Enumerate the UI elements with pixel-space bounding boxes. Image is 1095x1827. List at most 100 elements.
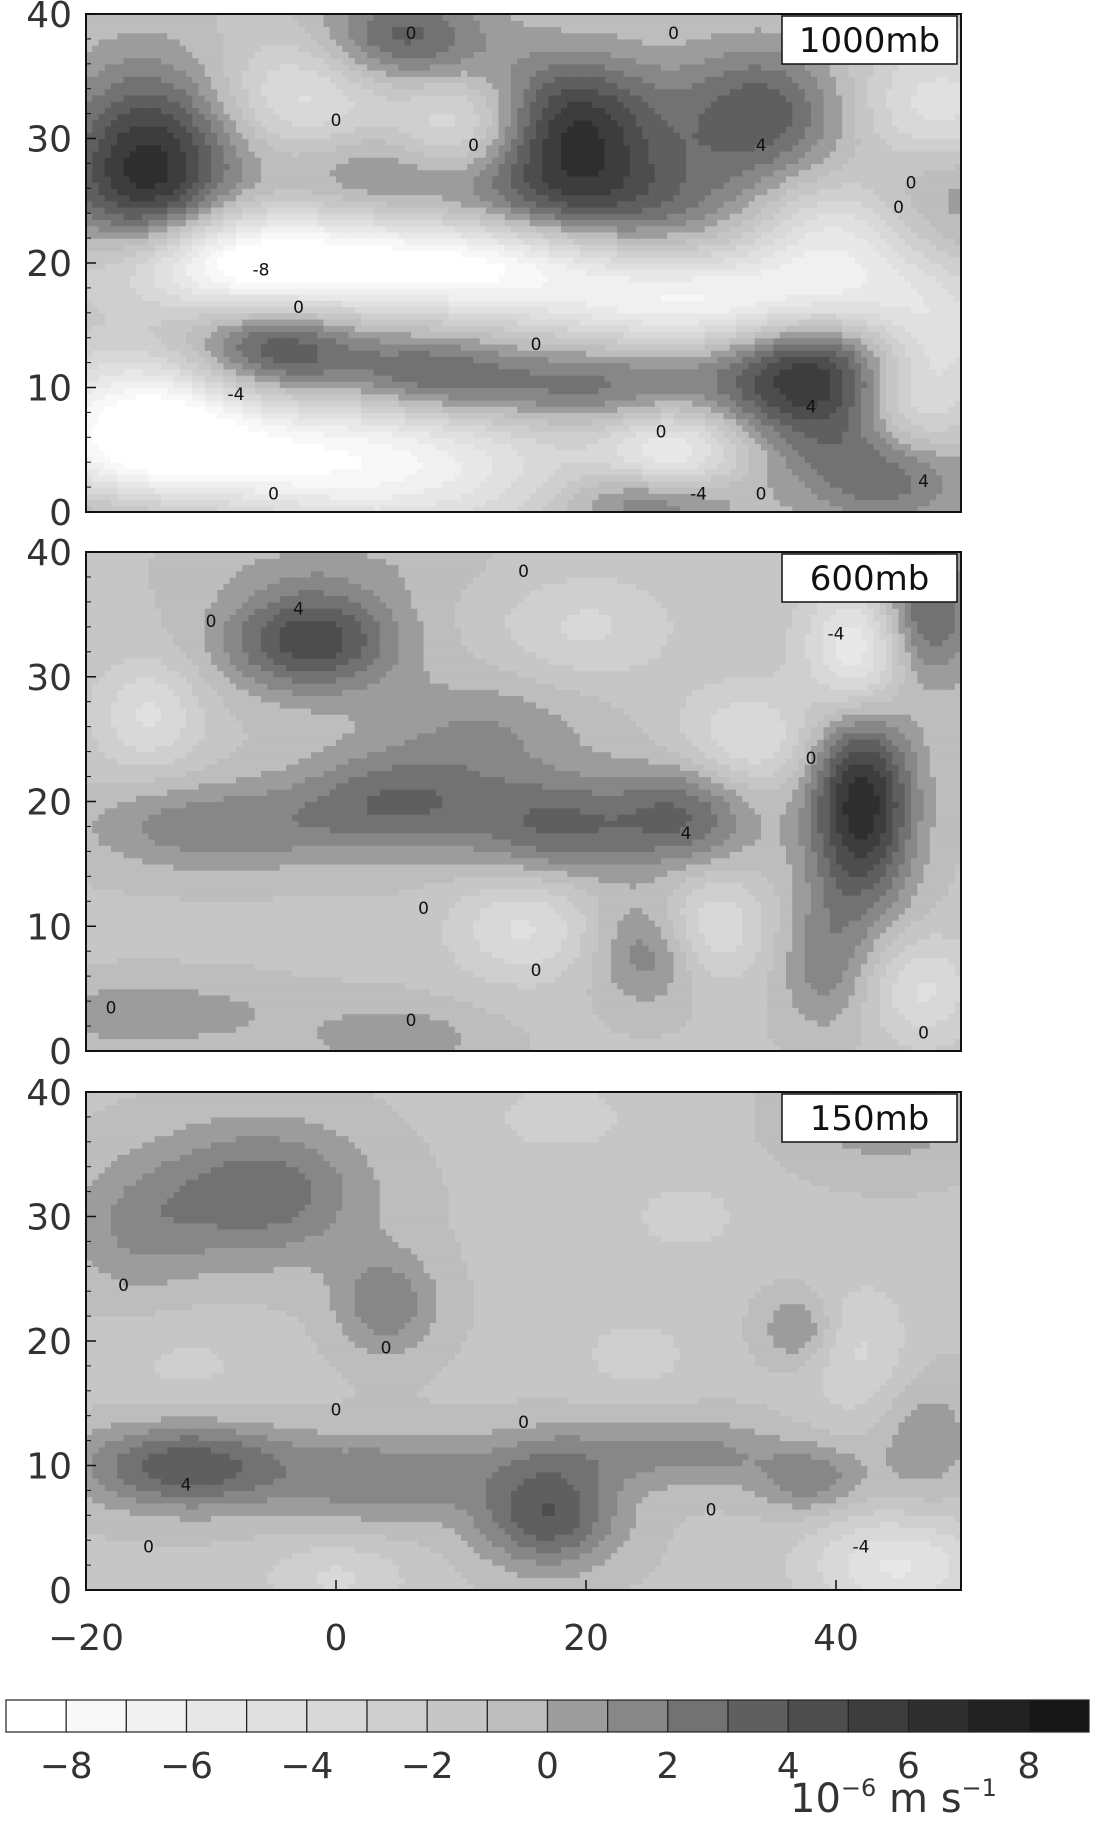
shading [86,14,961,512]
colorbar-swatch [486,1699,549,1733]
colorbar-swatch [607,1699,669,1733]
x-tick-label: 20 [563,1618,609,1659]
colorbar-swatch [546,1699,609,1733]
contour-label: -4 [228,385,245,405]
contour-label: 0 [518,1413,529,1433]
level-label: 600mb [810,559,930,599]
x-tick-label: 40 [813,1618,859,1659]
contour-label: 0 [206,612,217,632]
colorbar-swatch [426,1699,488,1733]
contour-label: 0 [331,1401,342,1421]
colorbar-tick-label: −4 [280,1746,333,1787]
colorbar-swatch [366,1699,428,1733]
x-axis: −20 0 20 40 [48,1580,859,1659]
contour-label: -8 [253,260,270,280]
level-label-box [781,1093,958,1143]
colorbar-swatch [667,1699,729,1733]
contour-label: 0 [893,198,904,218]
colorbar-tick-label: 6 [897,1746,920,1787]
colorbar-swatch [787,1699,849,1733]
colorbar-tick-label: 0 [536,1746,559,1787]
contour-label: 4 [681,824,692,844]
contour-label: 4 [181,1475,192,1495]
contour-label: 0 [293,298,304,318]
units-exponent: −6 [841,1774,876,1802]
y-tick-label: 0 [49,1032,72,1073]
contour-label: 0 [706,1500,717,1520]
units-exponent-2: −1 [962,1774,997,1802]
colorbar-tick-label: −2 [401,1746,454,1787]
contour-label: 0 [656,422,667,442]
colorbar-tick-label: −8 [40,1746,93,1787]
units-rest: m s [876,1776,961,1822]
y-tick-label: 30 [26,1198,72,1239]
level-label-box [781,553,958,603]
colorbar-units: 10−6 m s−1 [790,1774,997,1822]
y-tick-label: 0 [49,493,72,534]
contour-label: 0 [268,485,279,505]
contour-label: 0 [806,749,817,769]
level-label-box [781,15,958,65]
y-tick-label: 20 [26,1322,72,1363]
contour-label: 0 [331,111,342,131]
y-tick-label: 10 [26,369,72,410]
colorbar-tick-label: 2 [656,1746,679,1787]
contour-label: 4 [806,397,817,417]
contour-label: -4 [690,485,707,505]
contour-label: 0 [468,136,479,156]
contour-label: 0 [518,562,529,582]
colorbar-swatch [847,1699,910,1733]
contour-label: 0 [756,485,767,505]
x-tick-label: 0 [325,1618,348,1659]
contour-label: 0 [381,1338,392,1358]
contour-label: 0 [106,999,117,1019]
colorbar-swatch [968,1699,1030,1733]
contour-label: 0 [531,335,542,355]
colorbar-swatch [246,1699,308,1733]
colorbar-tick-label: −6 [160,1746,213,1787]
y-tick-label: 30 [26,658,72,699]
x-tick-label: −20 [48,1618,124,1659]
colorbar-tick-label: 8 [1017,1746,1040,1787]
level-label: 150mb [810,1099,930,1139]
colorbar-swatch [1028,1699,1090,1733]
y-tick-label: 30 [26,120,72,161]
colorbar-swatch [727,1699,789,1733]
y-tick-label: 40 [26,1073,72,1114]
y-tick-label: 40 [26,533,72,574]
shading [86,1092,961,1590]
contour-label: 0 [531,961,542,981]
colorbar-swatch [5,1699,67,1733]
contour-label: 0 [668,24,679,44]
contour-label: 4 [756,136,767,156]
level-label: 1000mb [799,21,940,61]
y-tick-label: 10 [26,907,72,948]
colorbar-swatch [65,1699,127,1733]
colorbar: −8 −6 −4 −2 0 2 4 6 8 [5,1699,1090,1787]
contour-label: -4 [828,624,845,644]
colorbar-swatch [185,1699,248,1733]
contour-label: 0 [418,899,429,919]
y-tick-label: 0 [49,1571,72,1612]
contour-label: 4 [918,472,929,492]
contour-label: 0 [143,1538,154,1558]
contour-label: 0 [406,1011,417,1031]
colorbar-tick-label: 4 [777,1746,800,1787]
colorbar-swatch [306,1699,368,1733]
contour-label: -4 [853,1538,870,1558]
y-tick-label: 20 [26,783,72,824]
units-base: 10 [790,1776,841,1822]
contour-label: 0 [918,1024,929,1044]
contour-label: 0 [906,173,917,193]
shading [86,552,961,1051]
y-tick-label: 10 [26,1447,72,1488]
y-tick-label: 20 [26,244,72,285]
colorbar-swatch [907,1699,970,1733]
contour-label: 0 [406,24,417,44]
colorbar-swatch [125,1699,188,1733]
